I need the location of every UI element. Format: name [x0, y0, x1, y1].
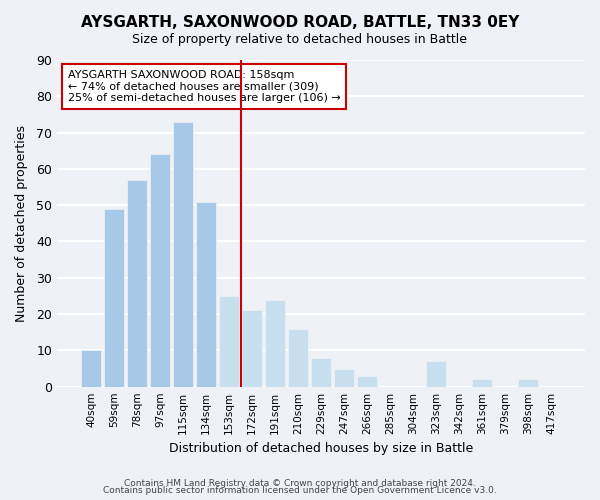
- Bar: [127, 180, 147, 386]
- Bar: [81, 350, 101, 386]
- Bar: [358, 376, 377, 386]
- Bar: [104, 209, 124, 386]
- Text: AYSGARTH, SAXONWOOD ROAD, BATTLE, TN33 0EY: AYSGARTH, SAXONWOOD ROAD, BATTLE, TN33 0…: [81, 15, 519, 30]
- Bar: [173, 122, 193, 386]
- Y-axis label: Number of detached properties: Number of detached properties: [15, 125, 28, 322]
- Bar: [289, 328, 308, 386]
- Bar: [196, 202, 216, 386]
- Bar: [219, 296, 239, 386]
- Bar: [311, 358, 331, 386]
- Bar: [150, 154, 170, 386]
- Bar: [265, 300, 285, 386]
- Text: Contains HM Land Registry data © Crown copyright and database right 2024.: Contains HM Land Registry data © Crown c…: [124, 478, 476, 488]
- Bar: [242, 310, 262, 386]
- Text: Contains public sector information licensed under the Open Government Licence v3: Contains public sector information licen…: [103, 486, 497, 495]
- Bar: [472, 380, 492, 386]
- Text: AYSGARTH SAXONWOOD ROAD: 158sqm
← 74% of detached houses are smaller (309)
25% o: AYSGARTH SAXONWOOD ROAD: 158sqm ← 74% of…: [68, 70, 341, 103]
- Bar: [334, 368, 354, 386]
- Bar: [427, 362, 446, 386]
- X-axis label: Distribution of detached houses by size in Battle: Distribution of detached houses by size …: [169, 442, 473, 455]
- Bar: [518, 380, 538, 386]
- Text: Size of property relative to detached houses in Battle: Size of property relative to detached ho…: [133, 32, 467, 46]
